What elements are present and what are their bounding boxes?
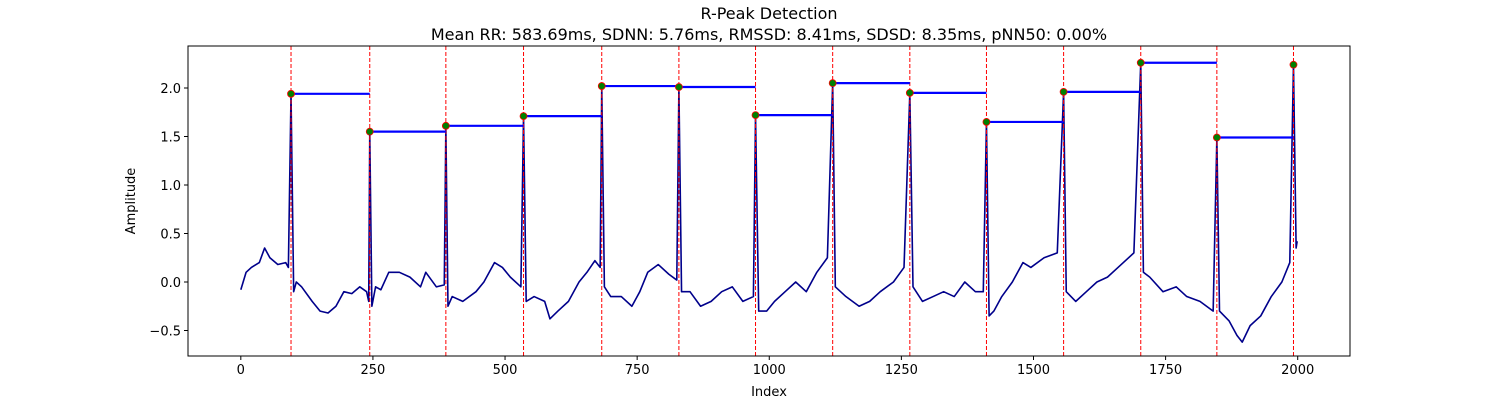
plot-frame [187, 45, 1351, 357]
y-tick-label: −0.5 [149, 324, 181, 339]
r-peak [982, 118, 991, 126]
x-tick-label: 750 [625, 363, 650, 378]
x-tick-label: 1750 [1149, 363, 1182, 378]
r-peak [1212, 133, 1221, 142]
x-tick-label: 1000 [753, 363, 786, 378]
r-peak [905, 88, 914, 97]
y-axis-label: Amplitude [124, 168, 139, 235]
r-peak [828, 79, 837, 88]
r-peak [365, 127, 374, 136]
y-tick-label: 0.0 [160, 276, 181, 291]
x-tick-label: 0 [237, 363, 245, 378]
x-tick-label: 1500 [1017, 363, 1050, 378]
x-tick-label: 2000 [1281, 363, 1314, 378]
r-peak [441, 121, 450, 130]
x-tick-label: 250 [361, 363, 386, 378]
y-tick-label: 0.5 [160, 227, 181, 242]
signal-line [240, 61, 1298, 343]
r-peak [287, 89, 295, 98]
y-tick-label: 2.0 [160, 82, 181, 97]
x-tick-label: 1250 [885, 363, 918, 378]
y-tick-label: 1.0 [160, 179, 181, 194]
chart-title: R-Peak Detection [700, 4, 837, 23]
r-peak [519, 112, 528, 121]
x-tick-label: 500 [493, 363, 518, 378]
r-peak [1136, 58, 1145, 67]
r-peak [597, 82, 606, 90]
r-peak [1059, 87, 1068, 96]
r-peak [1289, 60, 1298, 69]
chart-subtitle: Mean RR: 583.69ms, SDNN: 5.76ms, RMSSD: … [431, 25, 1107, 44]
r-peak [674, 83, 683, 91]
r-peak [751, 111, 760, 120]
y-tick-label: 1.5 [160, 130, 181, 145]
x-axis-label: Index [751, 385, 787, 400]
